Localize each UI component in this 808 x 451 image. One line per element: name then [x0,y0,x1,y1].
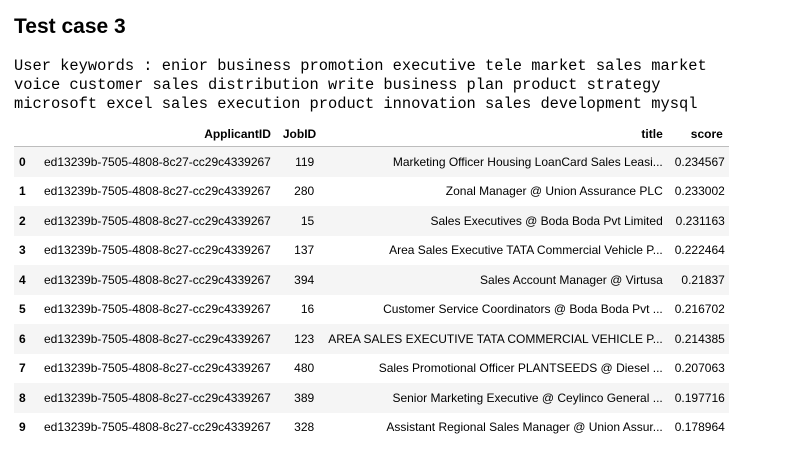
cell-job-id: 16 [300,302,315,317]
cell-title: Assistant Regional Sales Manager @ Union… [386,420,663,435]
header-applicant-id: ApplicantID [40,121,277,147]
table-row: 0 ed13239b-7505-4808-8c27-cc29c4339267 119… [14,146,729,177]
header-score: score [668,121,729,147]
cell-applicant-id: ed13239b-7505-4808-8c27-cc29c4339267 [44,361,271,376]
table-row: 8 ed13239b-7505-4808-8c27-cc29c4339267 389… [14,383,729,413]
row-index: 8 [19,390,26,405]
cell-job-id: 137 [294,243,315,258]
cell-job-id: 119 [295,154,315,169]
header-index [14,121,40,147]
row-index: 2 [19,213,26,228]
cell-score: 0.178964 [674,420,725,435]
cell-applicant-id: ed13239b-7505-4808-8c27-cc29c4339267 [44,302,271,317]
cell-title: Marketing Officer Housing LoanCard Sales… [392,154,663,169]
table-row: 6 ed13239b-7505-4808-8c27-cc29c4339267 123… [14,324,729,354]
row-index: 5 [19,302,26,317]
cell-score: 0.207063 [674,361,725,376]
cell-job-id: 394 [294,272,315,287]
cell-title: Senior Marketing Executive @ Ceylinco Ge… [392,390,663,405]
table-row: 7 ed13239b-7505-4808-8c27-cc29c4339267 480… [14,354,729,384]
row-index: 4 [19,272,26,287]
table-header: ApplicantID JobID title score [14,121,729,147]
cell-score: 0.21837 [681,272,725,287]
cell-job-id: 123 [294,331,315,346]
cell-score: 0.214385 [674,331,725,346]
table-body: 0 ed13239b-7505-4808-8c27-cc29c4339267 119… [14,146,729,443]
cell-applicant-id: ed13239b-7505-4808-8c27-cc29c4339267 [44,390,271,405]
cell-title: Customer Service Coordinators @ Boda Bod… [383,302,663,317]
row-index: 0 [19,154,26,169]
cell-score: 0.197716 [674,390,725,405]
cell-title: Sales Account Manager @ Virtusa [480,272,663,287]
cell-job-id: 480 [294,361,315,376]
header-row: ApplicantID JobID title score [14,121,729,147]
cell-title: Sales Executives @ Boda Boda Pvt Limited [430,213,663,228]
row-index: 7 [19,361,26,376]
cell-score: 0.231163 [675,213,725,228]
cell-job-id: 389 [294,390,315,405]
cell-job-id: 280 [294,184,315,199]
cell-applicant-id: ed13239b-7505-4808-8c27-cc29c4339267 [44,420,271,435]
row-index: 1 [19,184,26,199]
cell-applicant-id: ed13239b-7505-4808-8c27-cc29c4339267 [44,184,271,199]
keywords-output: User keywords : enior business promotion… [14,57,707,113]
cell-title: AREA SALES EXECUTIVE TATA COMMERCIAL VEH… [328,331,663,346]
cell-applicant-id: ed13239b-7505-4808-8c27-cc29c4339267 [44,331,271,346]
page-title: Test case 3 [14,15,126,38]
row-index: 6 [19,331,26,346]
header-title: title [322,121,669,147]
cell-title: Area Sales Executive TATA Commercial Veh… [389,243,663,258]
cell-title: Sales Promotional Officer PLANTSEEDS @ D… [378,361,663,376]
table-row: 1 ed13239b-7505-4808-8c27-cc29c4339267 280… [14,177,729,207]
row-index: 9 [19,420,26,435]
cell-title: Zonal Manager @ Union Assurance PLC [445,184,663,199]
results-table: ApplicantID JobID title score 0 ed13239b-… [14,121,729,442]
table-row: 3 ed13239b-7505-4808-8c27-cc29c4339267 137… [14,236,729,266]
table-row: 9 ed13239b-7505-4808-8c27-cc29c4339267 328… [14,413,729,443]
header-job-id: JobID [276,121,323,147]
cell-applicant-id: ed13239b-7505-4808-8c27-cc29c4339267 [44,154,271,169]
cell-job-id: 15 [300,213,315,228]
cell-applicant-id: ed13239b-7505-4808-8c27-cc29c4339267 [44,213,271,228]
cell-score: 0.222464 [674,243,725,258]
cell-job-id: 328 [294,420,315,435]
cell-applicant-id: ed13239b-7505-4808-8c27-cc29c4339267 [44,243,271,258]
cell-score: 0.216702 [674,302,725,317]
table-row: 4 ed13239b-7505-4808-8c27-cc29c4339267 394… [14,265,729,295]
cell-applicant-id: ed13239b-7505-4808-8c27-cc29c4339267 [44,272,271,287]
cell-score: 0.233002 [674,184,725,199]
row-index: 3 [19,243,26,258]
table-row: 5 ed13239b-7505-4808-8c27-cc29c4339267 16 C… [14,295,729,325]
table-row: 2 ed13239b-7505-4808-8c27-cc29c4339267 15 S… [14,206,729,236]
cell-score: 0.234567 [674,154,725,169]
